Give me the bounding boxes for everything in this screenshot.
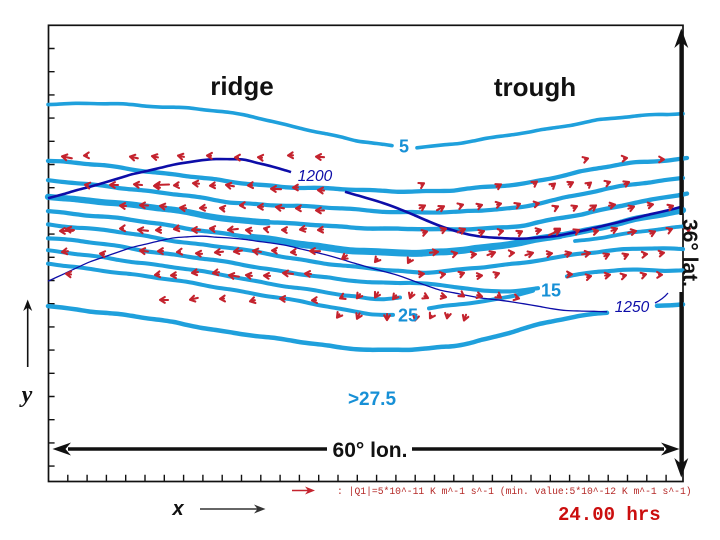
svg-text:1200: 1200 bbox=[298, 168, 333, 185]
svg-text:trough: trough bbox=[494, 72, 576, 102]
svg-text:5: 5 bbox=[399, 137, 409, 157]
svg-text:y: y bbox=[19, 382, 33, 408]
svg-text:24.00 hrs: 24.00 hrs bbox=[558, 504, 661, 526]
svg-text:x: x bbox=[171, 498, 184, 520]
svg-text:1250: 1250 bbox=[615, 299, 650, 316]
svg-text:: |Q1|=5*10^-11 K m^-1 s^-1 (m: : |Q1|=5*10^-11 K m^-1 s^-1 (min. value:… bbox=[337, 486, 692, 497]
svg-text:15: 15 bbox=[541, 281, 561, 301]
svg-text:36° lat.: 36° lat. bbox=[678, 219, 701, 287]
svg-text:60° lon.: 60° lon. bbox=[333, 439, 408, 462]
svg-text:>27.5: >27.5 bbox=[348, 389, 397, 410]
svg-text:25: 25 bbox=[398, 306, 418, 326]
svg-text:ridge: ridge bbox=[210, 71, 274, 101]
